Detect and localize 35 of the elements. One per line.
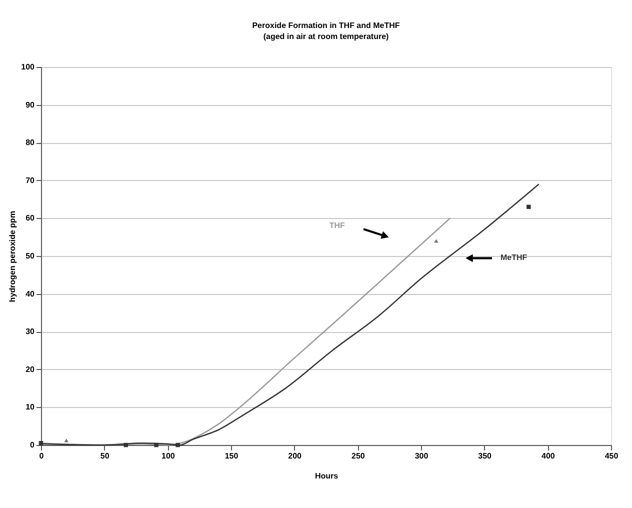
point [434, 239, 438, 243]
point [176, 442, 180, 448]
line-series [40, 184, 540, 446]
x-tick-label: 50 [100, 452, 110, 460]
x-tick-label: 350 [478, 452, 492, 460]
x-axis-title: Hours [314, 472, 339, 480]
point [154, 442, 158, 448]
chart-subtitle: (aged in air at room temperature) [263, 32, 390, 41]
x-tick-label: 200 [288, 452, 302, 460]
text: MeTHF [500, 253, 528, 262]
y-tick-label: 90 [26, 100, 36, 110]
y-tick-label: 30 [26, 327, 36, 336]
y-tick-label: 100 [21, 62, 36, 72]
y-tick-label: 20 [26, 364, 36, 374]
x-tick-label: 450 [604, 452, 619, 460]
x-tick-label: 400 [541, 452, 556, 460]
y-tick-label: 40 [26, 289, 36, 298]
point [124, 442, 128, 448]
y-tick-label: 0 [30, 440, 36, 450]
x-tick-label: 100 [161, 452, 176, 460]
x-tick-label: 0 [39, 452, 44, 460]
y-tick-label: 80 [26, 138, 36, 148]
x-tick-label: 150 [224, 452, 239, 460]
y-tick-label: 70 [26, 176, 36, 185]
y-tick-label: 50 [26, 252, 36, 260]
x-tick-label: 300 [414, 452, 429, 460]
chart-title: Peroxide Formation in THF and MeTHF [252, 21, 400, 30]
text: THF [329, 221, 346, 230]
y-axis-title: hydrogen peroxide ppm [8, 210, 18, 302]
y-tick-label: 60 [26, 214, 36, 223]
line-series [40, 218, 451, 446]
point [64, 438, 68, 442]
point [526, 204, 531, 209]
y-tick-label: 10 [26, 402, 36, 412]
x-tick-label: 250 [351, 452, 366, 460]
